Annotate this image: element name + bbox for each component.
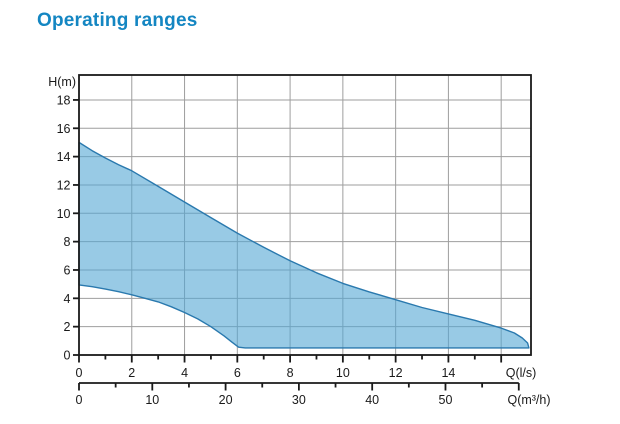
y-tick-label: 10 — [57, 207, 71, 221]
page-title: Operating ranges — [37, 10, 198, 31]
x-tick-label: 10 — [336, 366, 350, 380]
y-tick-label: 12 — [57, 178, 71, 192]
x-tick-label: 0 — [76, 366, 83, 380]
y-axis-label: H(m) — [48, 75, 76, 89]
x-axis-label: Q(l/s) — [506, 366, 537, 380]
y-tick-label: 6 — [64, 263, 71, 277]
y-tick-label: 0 — [64, 349, 71, 363]
x2-tick-label: 30 — [292, 393, 306, 407]
x-tick-label: 6 — [234, 366, 241, 380]
y-tick-label: 14 — [57, 150, 71, 164]
y-tick-label: 8 — [64, 235, 71, 249]
x2-tick-label: 40 — [365, 393, 379, 407]
x2-tick-label: 50 — [439, 393, 453, 407]
x-tick-label: 14 — [441, 366, 455, 380]
x-tick-label: 8 — [287, 366, 294, 380]
operating-region-area — [78, 141, 530, 349]
y-tick-label: 4 — [64, 292, 71, 306]
x-tick-label: 4 — [181, 366, 188, 380]
axis-ticks — [73, 99, 520, 391]
x-tick-label: 12 — [389, 366, 403, 380]
y-tick-label: 2 — [64, 320, 71, 334]
x2-tick-label: 20 — [219, 393, 233, 407]
x2-tick-label: 0 — [76, 393, 83, 407]
x-tick-label: 2 — [128, 366, 135, 380]
y-tick-label: 18 — [57, 93, 71, 107]
x2-tick-label: 10 — [145, 393, 159, 407]
plot-border — [78, 74, 532, 356]
x2-axis-label: Q(m³/h) — [507, 393, 550, 407]
y-tick-label: 16 — [57, 122, 71, 136]
